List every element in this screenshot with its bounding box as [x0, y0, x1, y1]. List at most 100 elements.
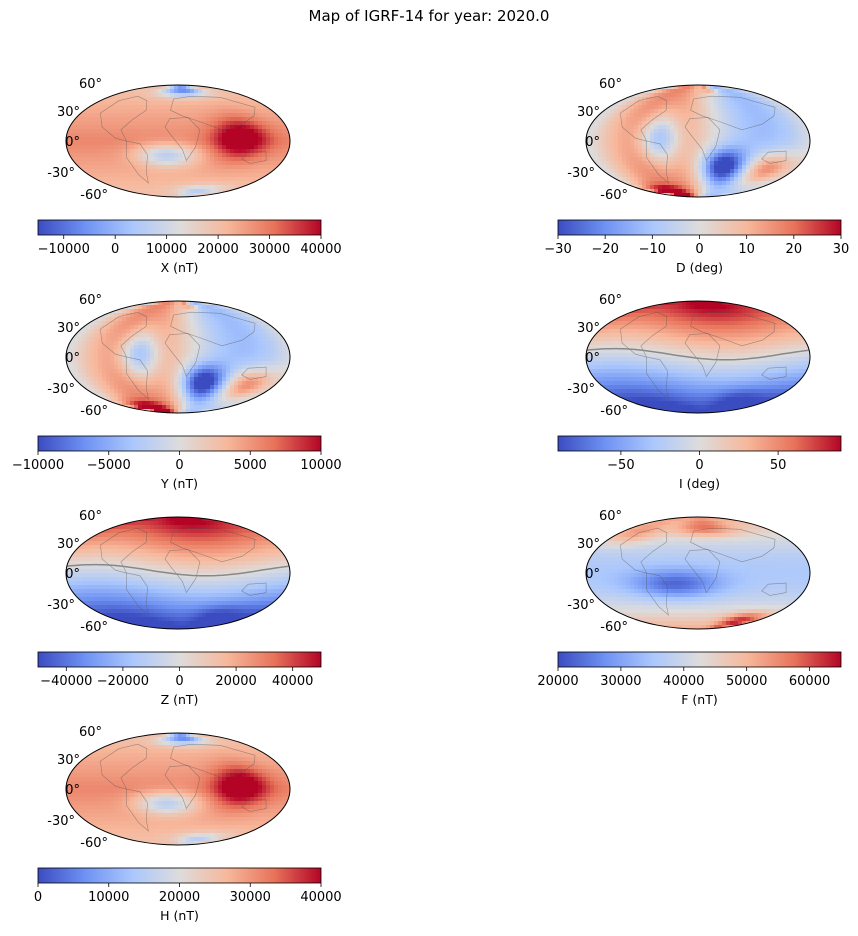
lat-label-f: 60°	[599, 509, 622, 524]
colorbar-tick-label-d: 20	[786, 242, 803, 257]
lat-label-y: 0°	[65, 351, 80, 366]
colorbar-tick-label-f: 60000	[789, 674, 830, 689]
colorbar-tick-label-x: 10000	[146, 242, 187, 257]
lat-label-x: -60°	[80, 188, 108, 203]
figure-title: Map of IGRF-14 for year: 2020.0	[308, 7, 550, 25]
lat-label-d: -60°	[600, 188, 628, 203]
colorbar-tick-label-f: 30000	[600, 674, 641, 689]
map-f: 60° 30° 0° -30° -60°	[567, 509, 811, 635]
lat-label-f: 0°	[585, 567, 600, 582]
lat-label-y: 30°	[57, 321, 80, 336]
colorbar-tick-label-x: 40000	[300, 242, 341, 257]
lat-label-d: 30°	[577, 105, 600, 120]
colorbar-tick-label-z: 0	[175, 674, 183, 689]
colorbar-tick-label-h: 0	[34, 890, 42, 905]
colorbar-tick-label-h: 20000	[159, 890, 200, 905]
map-h: 60° 30° 0° -30° -60°	[47, 725, 291, 851]
panel-d: 60° 30° 0° -30° -60° −30 −20 −10 0 10 20 30 D (deg)	[540, 76, 858, 276]
colorbar-i: −50 0 50 I (deg)	[557, 435, 842, 491]
dip-equator-i	[586, 347, 810, 361]
panel-z: 60° 30° 0° -30° -60° −40000 −20000 0 20000 40000 Z…	[20, 508, 350, 708]
colorbar-tick-label-d: 0	[695, 242, 703, 257]
coastlines-f	[620, 527, 787, 616]
colorbar-gradient-d	[557, 219, 842, 236]
lat-label-z: -60°	[80, 620, 108, 635]
colorbar-gradient-f	[557, 651, 842, 668]
panel-i: 60° 30° 0° -30° -60° −50 0 50 I (deg)	[540, 292, 858, 492]
coastlines-z	[100, 527, 267, 616]
lat-label-y: 60°	[79, 293, 102, 308]
colorbar-label-z: Z (nT)	[161, 692, 199, 707]
coastlines-x	[100, 95, 267, 184]
colorbar-gradient-h	[37, 867, 322, 884]
lat-label-h: 30°	[57, 753, 80, 768]
map-x: 60° 30° 0° -30° -60°	[47, 77, 291, 203]
panel-f: 60° 30° 0° -30° -60° 20000 30000 40000 50000 6000…	[537, 508, 858, 708]
lat-label-z: 30°	[57, 537, 80, 552]
colorbar-h: 0 10000 20000 30000 40000 H (nT)	[34, 867, 342, 923]
colorbar-d: −30 −20 −10 0 10 20 30 D (deg)	[544, 219, 850, 275]
colorbar-tick-label-y: 5000	[234, 458, 267, 473]
map-outline-z	[65, 516, 291, 630]
map-d: 60° 30° 0° -30° -60°	[567, 77, 811, 203]
lat-label-i: -30°	[567, 382, 595, 397]
colorbar-tick-label-x: 0	[111, 242, 119, 257]
coastlines-y	[100, 311, 267, 400]
colorbar-tick-label-z: 20000	[215, 674, 256, 689]
lat-label-i: -60°	[600, 404, 628, 419]
colorbar-tick-label-z: −20000	[97, 674, 149, 689]
colorbar-tick-label-i: −50	[607, 458, 634, 473]
colorbar-tick-label-h: 10000	[88, 890, 129, 905]
lat-label-h: -30°	[47, 814, 75, 829]
lat-label-f: 30°	[577, 537, 600, 552]
lat-label-h: 60°	[79, 725, 102, 740]
map-outline-x	[65, 84, 291, 198]
colorbar-gradient-y	[37, 435, 322, 452]
colorbar-z: −40000 −20000 0 20000 40000 Z (nT)	[37, 651, 322, 707]
lat-label-d: 60°	[599, 77, 622, 92]
coastlines-h	[100, 743, 267, 832]
lat-label-f: -30°	[567, 598, 595, 613]
lat-label-x: -30°	[47, 166, 75, 181]
colorbar-tick-label-h: 40000	[300, 890, 341, 905]
map-z: 60° 30° 0° -30° -60°	[47, 509, 291, 635]
coastlines-d	[620, 95, 787, 184]
map-outline-h	[65, 732, 291, 846]
colorbar-f: 20000 30000 40000 50000 60000 F (nT)	[537, 651, 842, 707]
lat-label-x: 0°	[65, 135, 80, 150]
lat-label-d: -30°	[567, 166, 595, 181]
colorbar-tick-label-i: 0	[695, 458, 703, 473]
lat-label-d: 0°	[585, 135, 600, 150]
map-outline-f	[585, 516, 811, 630]
colorbar-label-y: Y (nT)	[160, 476, 198, 491]
colorbar-tick-label-d: −10	[639, 242, 666, 257]
colorbar-gradient-i	[557, 435, 842, 452]
colorbar-tick-label-f: 20000	[537, 674, 578, 689]
panel-h: 60° 30° 0° -30° -60° 0 10000 20000 30000 40000 H (…	[20, 724, 350, 924]
colorbar-label-h: H (nT)	[160, 908, 199, 923]
map-outline-d	[585, 84, 811, 198]
coastlines-i	[620, 311, 787, 400]
lat-label-x: 30°	[57, 105, 80, 120]
map-outline-i	[585, 300, 811, 414]
map-outline-y	[65, 300, 291, 414]
colorbar-gradient-z	[37, 651, 322, 668]
colorbar-tick-label-d: −30	[544, 242, 571, 257]
colorbar-tick-label-y: 0	[175, 458, 183, 473]
colorbar-tick-label-d: 10	[738, 242, 755, 257]
colorbar-x: −10000 0 10000 20000 30000 40000 X (nT)	[37, 219, 342, 275]
lat-label-z: -30°	[47, 598, 75, 613]
lat-label-x: 60°	[79, 77, 102, 92]
lat-label-y: -30°	[47, 382, 75, 397]
lat-label-z: 60°	[79, 509, 102, 524]
lat-label-f: -60°	[600, 620, 628, 635]
lat-label-i: 30°	[577, 321, 600, 336]
colorbar-tick-label-x: −10000	[38, 242, 90, 257]
colorbar-tick-label-d: 30	[833, 242, 850, 257]
panel-y: 60° 30° 0° -30° -60° −10000 −5000 0 5000 10000 Y (…	[12, 292, 350, 492]
colorbar-tick-label-z: 40000	[272, 674, 313, 689]
colorbar-tick-label-y: −5000	[87, 458, 131, 473]
colorbar-tick-label-y: 10000	[300, 458, 341, 473]
lat-label-h: 0°	[65, 783, 80, 798]
colorbar-label-f: F (nT)	[681, 692, 717, 707]
